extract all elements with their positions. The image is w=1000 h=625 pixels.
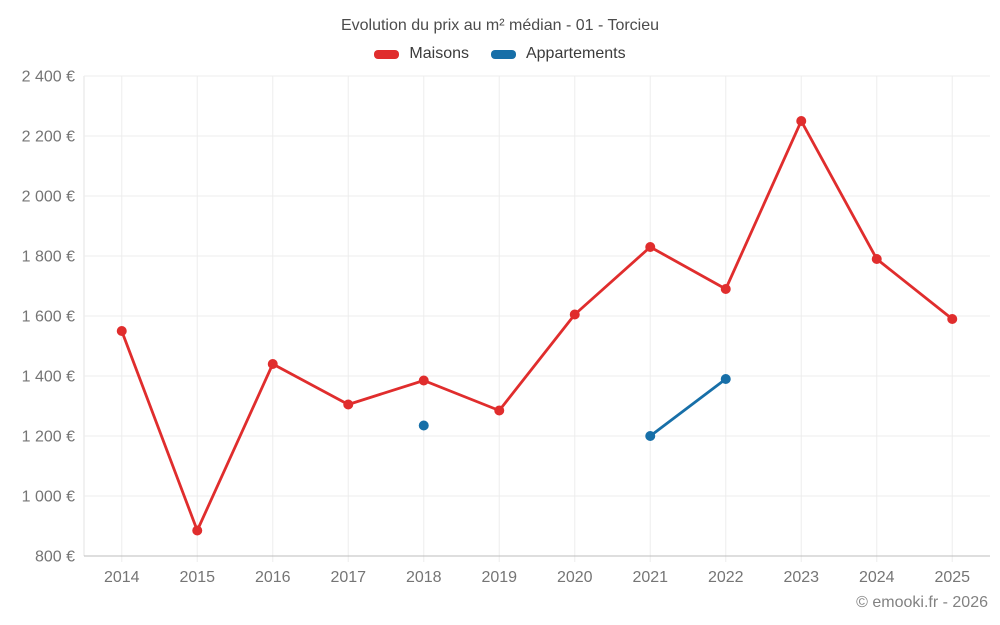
y-tick-label-1000: 1 000 € <box>22 489 75 506</box>
y-tick-label-1600: 1 600 € <box>22 309 75 326</box>
series-line-maisons <box>120 119 954 532</box>
y-tick-label-1200: 1 200 € <box>22 429 75 446</box>
data-point-maisons-2016[interactable] <box>267 359 278 369</box>
x-tick-label-2019: 2019 <box>481 569 517 586</box>
y-tick-label-800: 800 € <box>35 549 75 566</box>
x-tick-label-2020: 2020 <box>557 569 593 586</box>
data-point-maisons-2024[interactable] <box>871 254 882 264</box>
y-tick-label-1800: 1 800 € <box>22 249 75 266</box>
x-tick-label-2022: 2022 <box>708 569 744 586</box>
series-line-appartements <box>648 377 728 438</box>
data-point-maisons-2025[interactable] <box>947 314 958 324</box>
data-point-maisons-2018[interactable] <box>418 375 429 386</box>
x-tick-label-2024: 2024 <box>859 569 895 586</box>
data-point-maisons-2020[interactable] <box>569 309 580 320</box>
x-tick-label-2021: 2021 <box>632 569 668 586</box>
x-tick-label-2016: 2016 <box>255 569 291 586</box>
data-point-maisons-2015[interactable] <box>192 525 203 536</box>
copyright-credit: © emooki.fr - 2026 <box>856 594 988 611</box>
data-point-maisons-2023[interactable] <box>796 116 807 126</box>
y-tick-label-2400: 2 400 € <box>22 69 75 86</box>
x-tick-label-2018: 2018 <box>406 569 442 586</box>
legend-item-appartements[interactable]: Appartements <box>490 45 626 63</box>
legend-swatch-appartements <box>490 49 516 59</box>
chart-legend: Maisons Appartements <box>0 45 1000 63</box>
y-tick-label-2000: 2 000 € <box>22 189 75 206</box>
data-point-maisons-2019[interactable] <box>494 405 505 416</box>
legend-label-maisons: Maisons <box>409 45 469 62</box>
y-tick-label-2200: 2 200 € <box>22 129 75 146</box>
x-tick-label-2015: 2015 <box>179 569 215 586</box>
chart-title: Evolution du prix au m² médian - 01 - To… <box>340 17 660 34</box>
x-tick-label-2025: 2025 <box>934 569 970 586</box>
data-point-maisons-2014[interactable] <box>116 326 127 336</box>
y-tick-label-1400: 1 400 € <box>22 369 75 386</box>
data-point-appartements-2021[interactable] <box>645 431 656 441</box>
x-tick-label-2014: 2014 <box>104 569 140 586</box>
data-point-maisons-2017[interactable] <box>343 399 354 410</box>
data-point-maisons-2021[interactable] <box>645 242 656 252</box>
legend-item-maisons[interactable]: Maisons <box>374 45 469 63</box>
legend-swatch-maisons <box>374 49 400 59</box>
legend-label-appartements: Appartements <box>525 45 626 62</box>
data-point-maisons-2022[interactable] <box>720 284 731 294</box>
x-tick-label-2017: 2017 <box>330 569 366 586</box>
data-point-appartements-2018[interactable] <box>418 420 429 431</box>
data-point-appartements-2022[interactable] <box>720 374 731 384</box>
x-tick-label-2023: 2023 <box>783 569 819 586</box>
